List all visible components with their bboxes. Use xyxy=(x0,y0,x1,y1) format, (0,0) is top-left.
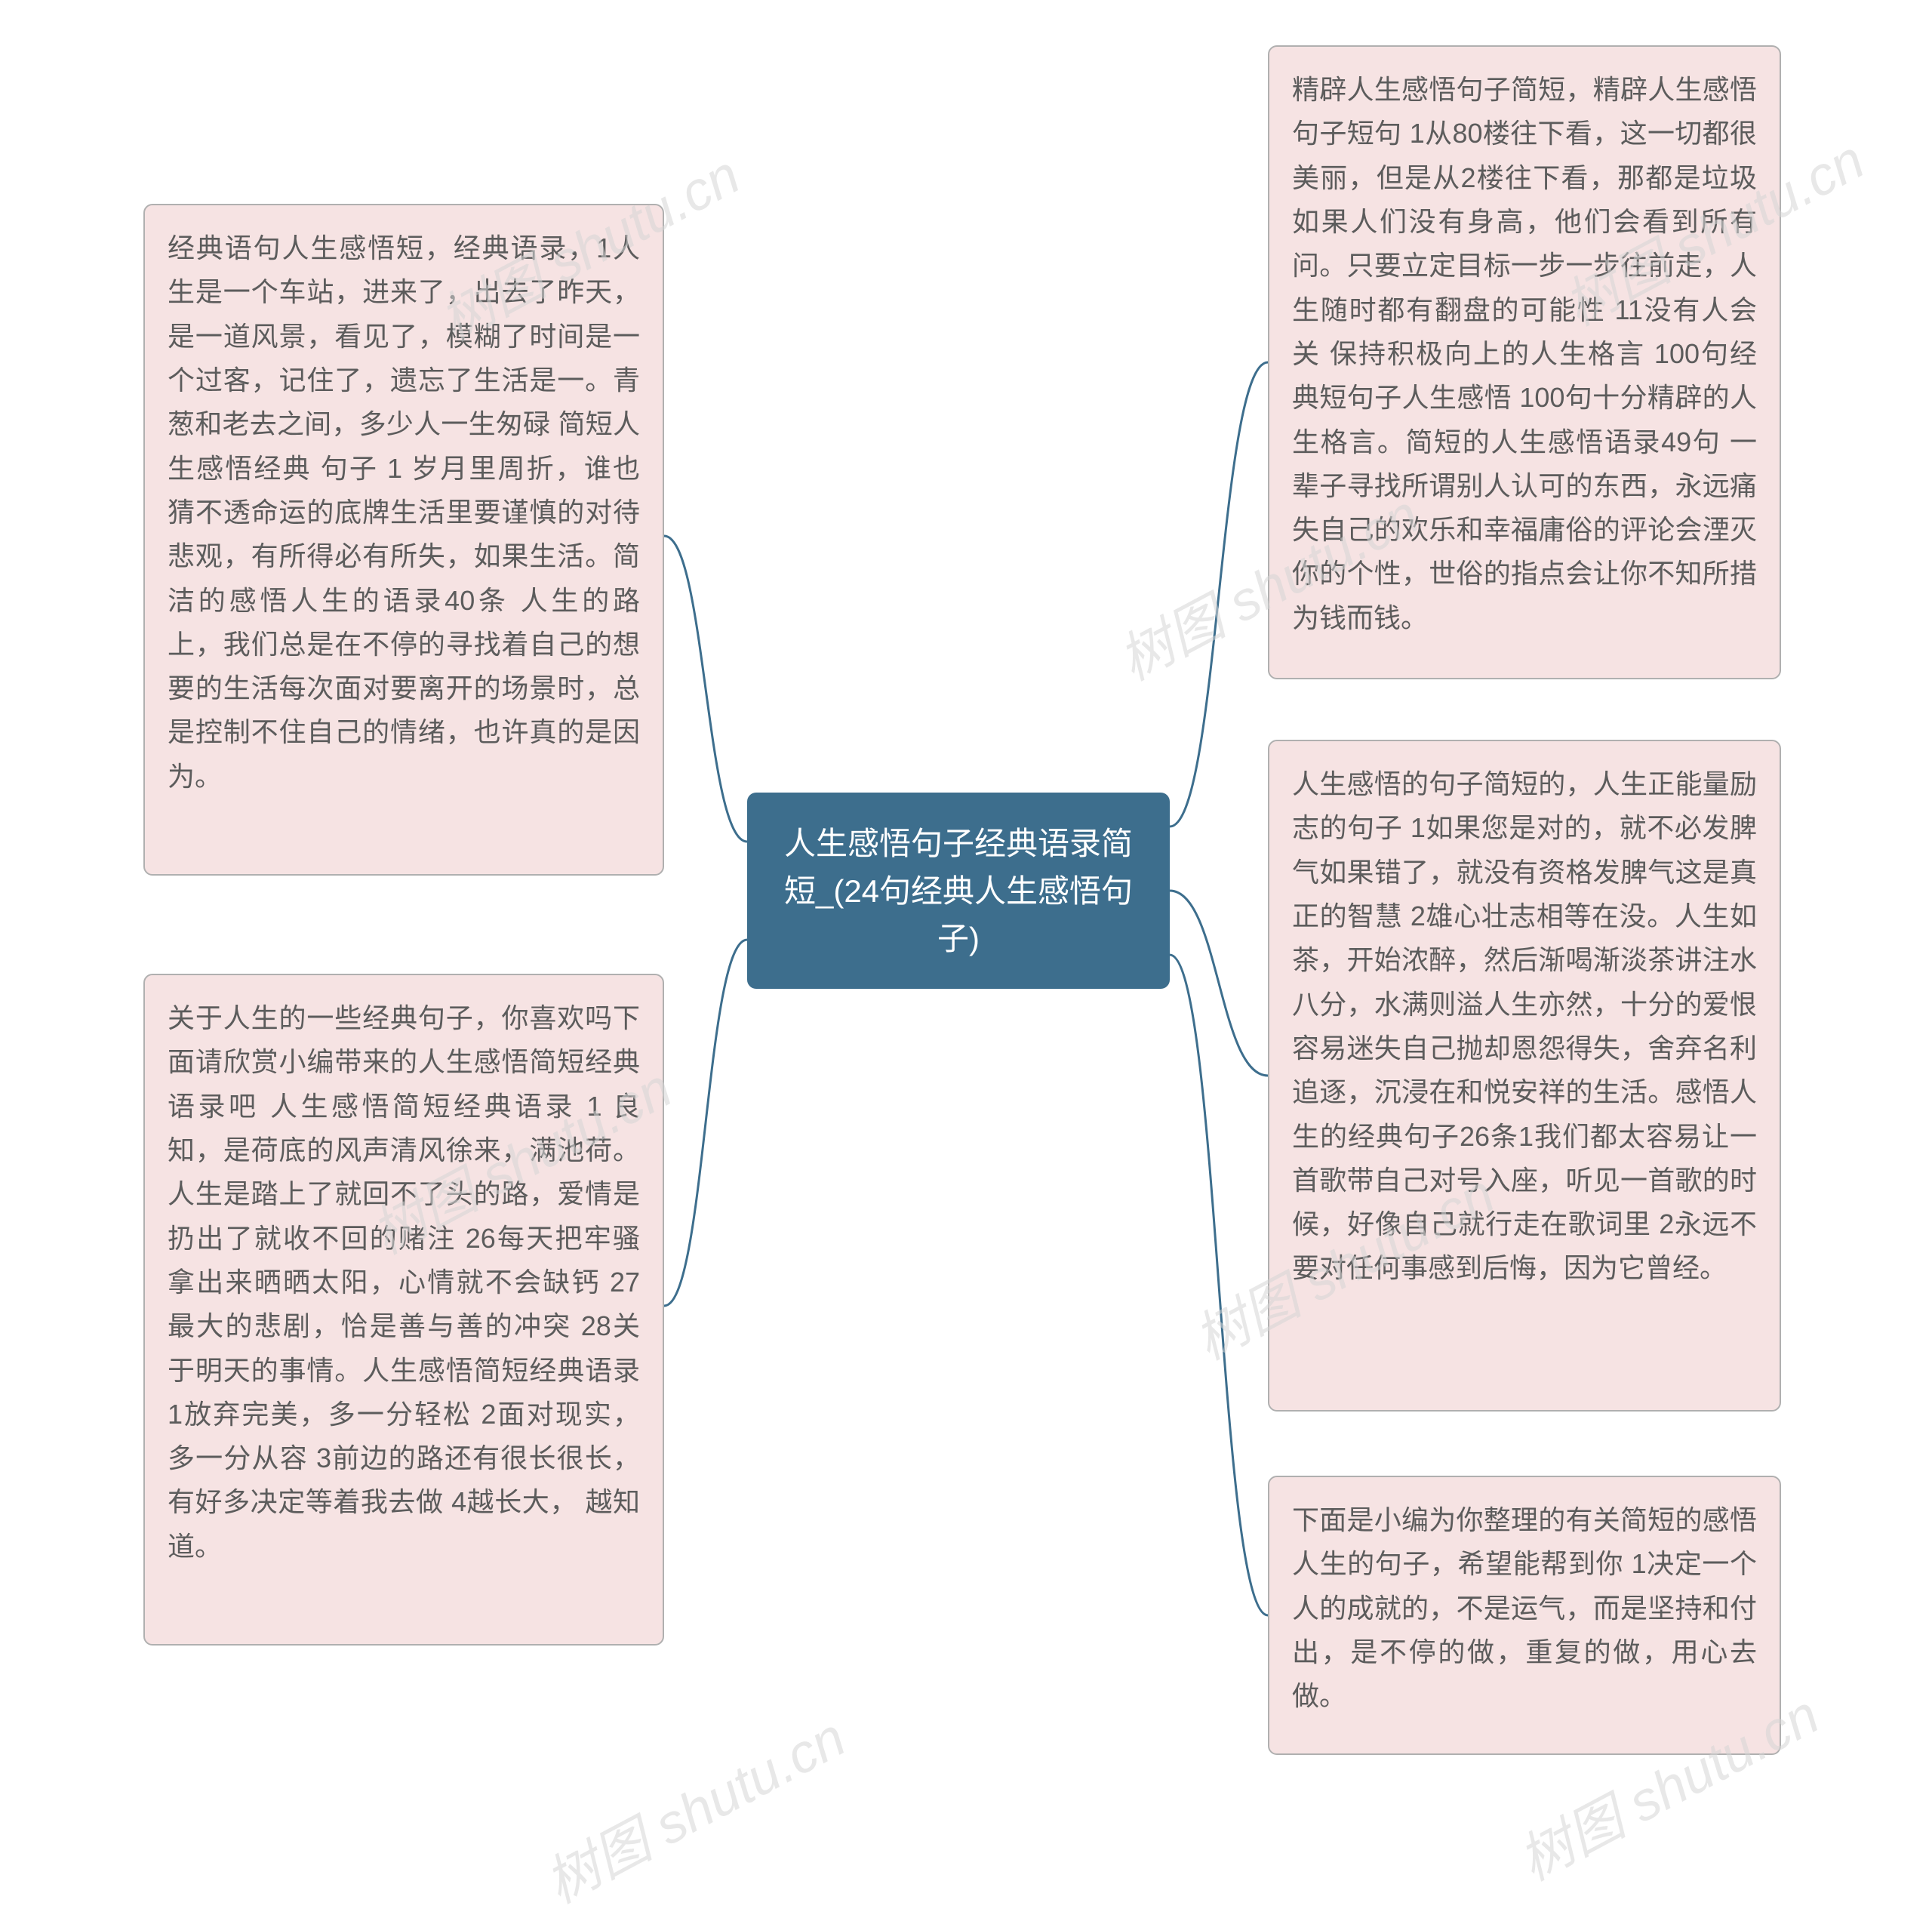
leaf-node-text: 经典语句人生感悟短，经典语录，1人生是一个车站，进来了，出去了昨天，是一道风景，… xyxy=(168,232,640,792)
watermark: 树图 shutu.cn xyxy=(529,1694,857,1918)
leaf-node-left1: 经典语句人生感悟短，经典语录，1人生是一个车站，进来了，出去了昨天，是一道风景，… xyxy=(143,204,664,876)
center-node-text: 人生感悟句子经典语录简短_(24句经典人生感悟句子) xyxy=(773,820,1144,962)
leaf-node-text: 关于人生的一些经典句子，你喜欢吗下面请欣赏小编带来的人生感悟简短经典语录吧 人生… xyxy=(168,1002,640,1562)
leaf-node-right3: 下面是小编为你整理的有关简短的感悟人生的句子，希望能帮到你 1决定一个人的成就的… xyxy=(1268,1476,1781,1755)
leaf-node-text: 人生感悟的句子简短的，人生正能量励志的句子 1如果您是对的，就不必发脾气如果错了… xyxy=(1292,768,1757,1283)
leaf-node-left2: 关于人生的一些经典句子，你喜欢吗下面请欣赏小编带来的人生感悟简短经典语录吧 人生… xyxy=(143,974,664,1646)
mindmap-canvas: 人生感悟句子经典语录简短_(24句经典人生感悟句子) 经典语句人生感悟短，经典语… xyxy=(0,0,1932,1849)
center-node: 人生感悟句子经典语录简短_(24句经典人生感悟句子) xyxy=(747,793,1170,989)
leaf-node-text: 精辟人生感悟句子简短，精辟人生感悟句子短句 1从80楼往下看，这一切都很美丽，但… xyxy=(1292,74,1757,633)
connector-edge xyxy=(664,940,747,1306)
connector-edge xyxy=(1170,891,1268,1076)
leaf-node-right2: 人生感悟的句子简短的，人生正能量励志的句子 1如果您是对的，就不必发脾气如果错了… xyxy=(1268,740,1781,1412)
leaf-node-right1: 精辟人生感悟句子简短，精辟人生感悟句子短句 1从80楼往下看，这一切都很美丽，但… xyxy=(1268,45,1781,679)
connector-edge xyxy=(1170,362,1268,827)
connector-edge xyxy=(664,536,747,842)
leaf-node-text: 下面是小编为你整理的有关简短的感悟人生的句子，希望能帮到你 1决定一个人的成就的… xyxy=(1292,1504,1757,1711)
connector-edge xyxy=(1170,955,1268,1615)
